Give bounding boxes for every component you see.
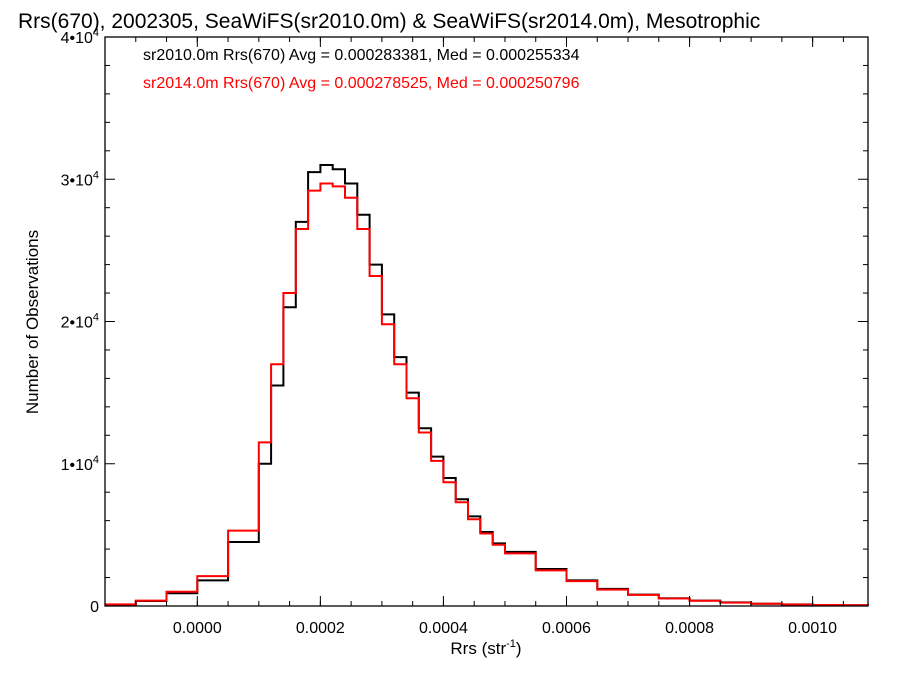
y-axis-label: Number of Observations	[23, 230, 42, 414]
legend-entry-sr2014.0m: sr2014.0m Rrs(670) Avg = 0.000278525, Me…	[143, 75, 580, 92]
y-tick-label: 4•104	[61, 27, 99, 47]
legend: sr2010.0m Rrs(670) Avg = 0.000283381, Me…	[143, 47, 580, 92]
y-tick-label: 2•104	[61, 312, 99, 332]
y-tick-label: 3•104	[61, 169, 99, 189]
x-tick-label: 0.0004	[419, 620, 468, 637]
x-tick-label: 0.0006	[542, 620, 591, 637]
y-tick-label: 0	[90, 599, 99, 616]
x-axis: 0.0000 0.0002 0.0004 0.0006 0.0008 0.0010	[135, 37, 844, 637]
y-tick-label: 1•104	[61, 454, 99, 474]
x-tick-label: 0.0000	[173, 620, 222, 637]
y-axis: 0 1•104 2•104 3•104 4•104	[61, 27, 868, 616]
x-axis-label: Rrs (str-1)	[450, 638, 521, 658]
legend-entry-sr2010.0m: sr2010.0m Rrs(670) Avg = 0.000283381, Me…	[143, 47, 580, 64]
chart-title: Rrs(670), 2002305, SeaWiFS(sr2010.0m) & …	[18, 10, 760, 33]
x-axis-label-superscript: -1	[506, 638, 516, 650]
x-tick-label: 0.0008	[665, 620, 714, 637]
x-tick-label: 0.0010	[788, 620, 837, 637]
x-tick-label: 0.0002	[296, 620, 345, 637]
